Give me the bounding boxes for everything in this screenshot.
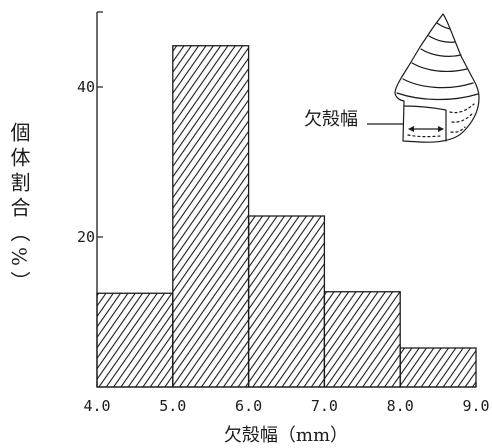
histogram-bar [247, 215, 326, 388]
histogram-bar [172, 45, 250, 388]
shell-broken-edge [403, 105, 447, 142]
y-tick-label: 20 [77, 228, 95, 246]
histogram-bar [399, 347, 477, 388]
shell-illustration [394, 13, 480, 143]
x-tick-label: 7.0 [311, 397, 338, 415]
x-axis-title: 欠殻幅（mm） [224, 425, 348, 446]
y-tick-label: 40 [77, 78, 95, 96]
axes-group [96, 11, 477, 388]
histogram-bar [96, 292, 174, 388]
shell-texture [407, 103, 475, 138]
x-tick-label: 8.0 [387, 397, 414, 415]
shell-outline [394, 13, 480, 143]
x-tick-label: 5.0 [159, 397, 186, 415]
histogram-bar [323, 291, 401, 388]
x-tick-label: 6.0 [235, 397, 262, 415]
bars-group [96, 45, 477, 388]
x-tick-labels: 4.0 5.0 6.0 7.0 8.0 9.0 [83, 397, 489, 415]
x-tick-label: 9.0 [462, 397, 489, 415]
shell-whorl-lines [396, 22, 479, 101]
x-tick-label: 4.0 [83, 397, 110, 415]
y-axis-title: 個体割合（%） [7, 122, 31, 297]
annotation-label: 欠殻幅 [304, 109, 358, 130]
